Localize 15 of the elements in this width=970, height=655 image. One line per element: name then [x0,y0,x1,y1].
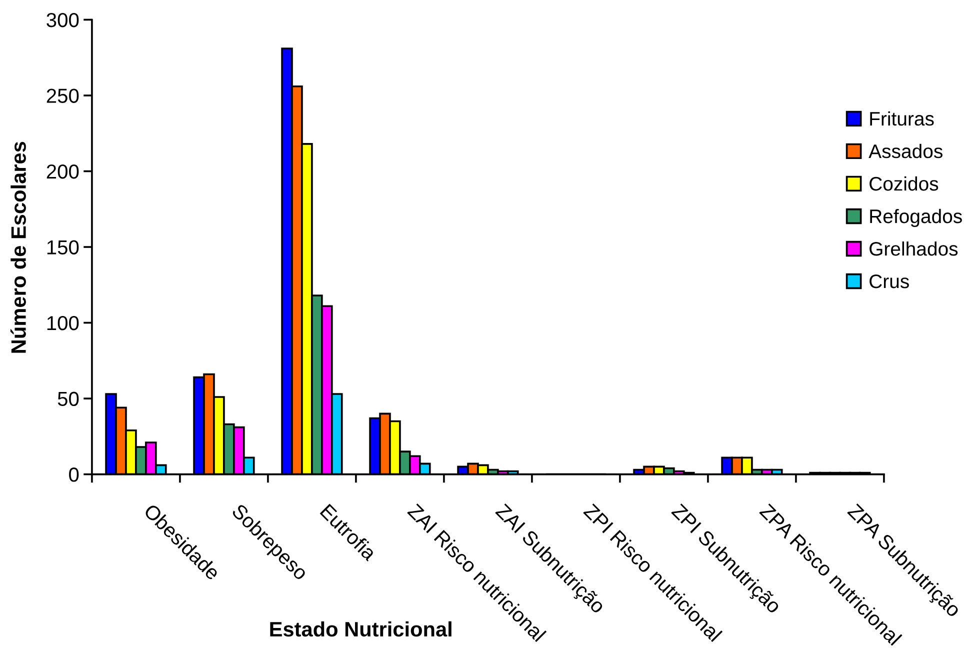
legend-label: Refogados [870,208,962,228]
x-axis-title: Estado Nutricional [270,621,452,637]
y-tick-label: 100 [47,316,79,330]
y-tick-label: 150 [47,240,79,254]
legend-label: Grelhados [870,241,958,256]
legend-label: Frituras [870,111,934,126]
legend-label: Crus [870,274,909,288]
y-tick-label: 200 [46,164,79,179]
y-tick-label: 50 [58,392,79,406]
legend-label: Assados [868,144,942,158]
y-tick-label: 0 [69,468,79,482]
y-axis-title: Número de Escolares [10,142,26,353]
y-tick-label: 300 [46,12,79,28]
y-tick-label: 250 [46,88,79,103]
legend-label: Cozidos [870,176,938,191]
